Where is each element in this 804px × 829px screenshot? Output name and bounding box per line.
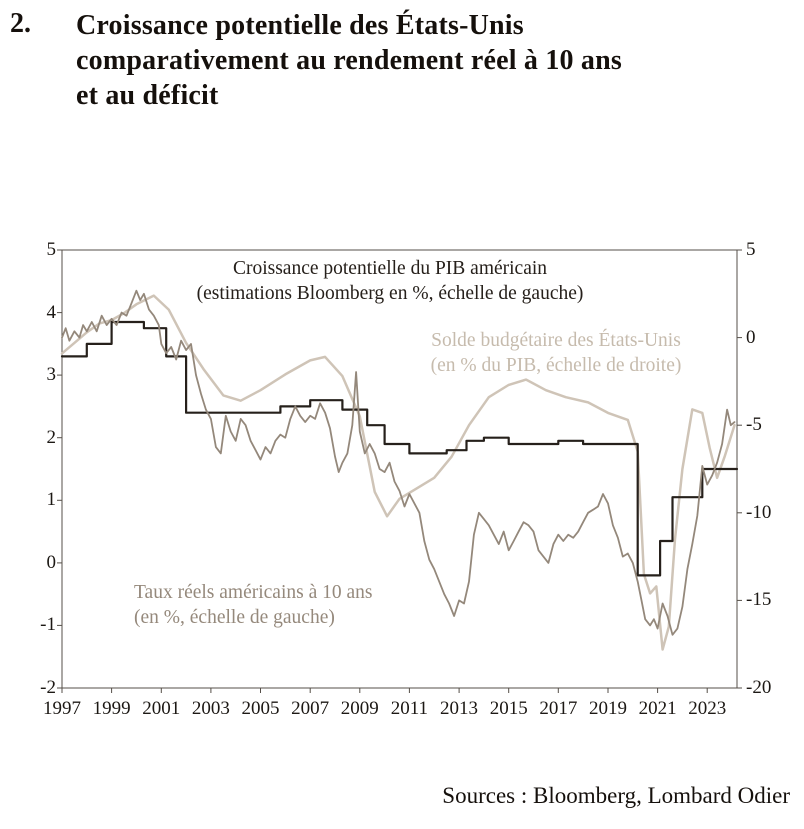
x-axis-tick-label: 2013	[440, 698, 479, 719]
annotation-potential-gdp-line-2: (estimations Bloomberg en %, échelle de …	[196, 283, 584, 304]
left-axis-tick-label: 3	[46, 364, 57, 386]
plot-svg	[57, 249, 742, 693]
left-axis-tick-label: 1	[46, 489, 57, 511]
x-axis-tick-label: 2015	[489, 698, 528, 719]
annotation-potential-gdp: Croissance potentielle du PIB américain …	[197, 256, 584, 306]
annotation-budget-balance: Solde budgétaire des États-Unis (en % du…	[431, 328, 682, 378]
left-axis-tick-label: 4	[46, 301, 57, 323]
left-axis-tick-label: -1	[40, 614, 56, 636]
title-line-1: Croissance potentielle des États-Unis	[76, 10, 524, 41]
right-axis-tick-label: -15	[746, 589, 772, 611]
x-axis-tick-label: 2011	[390, 698, 429, 719]
annotation-potential-gdp-line-1: Croissance potentielle du PIB américain	[232, 258, 548, 279]
title-line-2: comparativement au rendement réel à 10 a…	[76, 45, 623, 76]
x-axis-tick-label: 2001	[142, 698, 181, 719]
plot-area	[54, 242, 745, 700]
source-text: Sources : Bloomberg, Lombard Odier	[442, 783, 790, 808]
right-axis-tick-label: -20	[746, 677, 772, 698]
right-axis-tick-label: -5	[746, 414, 762, 436]
x-axis-tick-label: 2007	[291, 698, 330, 719]
x-axis-tick-label: 2003	[191, 698, 230, 719]
left-axis-tick-label: -2	[40, 677, 56, 698]
left-axis-tick-label: 2	[46, 426, 57, 448]
left-axis-tick-label: 0	[46, 551, 57, 573]
series-solde-budgetaire-etats-unis	[60, 294, 736, 651]
x-axis-tick-label: 1999	[92, 698, 131, 719]
figure-number: 2.	[10, 8, 31, 39]
right-axis-tick-label: 5	[746, 239, 756, 260]
x-axis-tick-label: 2021	[638, 698, 677, 719]
chart-title: Croissance potentielle des États-Unis co…	[76, 8, 766, 113]
x-axis-tick-label: 2005	[241, 698, 280, 719]
right-axis-tick-label: 0	[746, 326, 756, 348]
series-croissance-potentielle-pib	[60, 320, 739, 577]
annotation-budget-balance-line-2: (en % du PIB, échelle de droite)	[430, 355, 682, 376]
x-axis-tick-label: 2019	[588, 698, 627, 719]
series-taux-reels-10-ans	[61, 289, 736, 636]
title-line-3: et au déficit	[76, 80, 219, 111]
annotation-budget-balance-line-1: Solde budgétaire des États-Unis	[431, 330, 681, 351]
right-axis-tick-label: -10	[746, 501, 772, 523]
axis-tick-marks	[57, 249, 742, 693]
left-axis-tick-label: 5	[46, 239, 57, 260]
x-axis-tick-label: 2017	[539, 698, 578, 719]
x-axis-tick-label: 1997	[43, 698, 81, 719]
annotation-real-rates-line-2: (en %, échelle de gauche)	[134, 607, 335, 628]
annotation-real-rates-line-1: Taux réels américains à 10 ans	[134, 582, 373, 603]
x-axis-tick-label: 2023	[688, 698, 727, 719]
x-axis-tick-label: 2009	[340, 698, 379, 719]
annotation-real-rates: Taux réels américains à 10 ans (en %, éc…	[134, 580, 373, 630]
